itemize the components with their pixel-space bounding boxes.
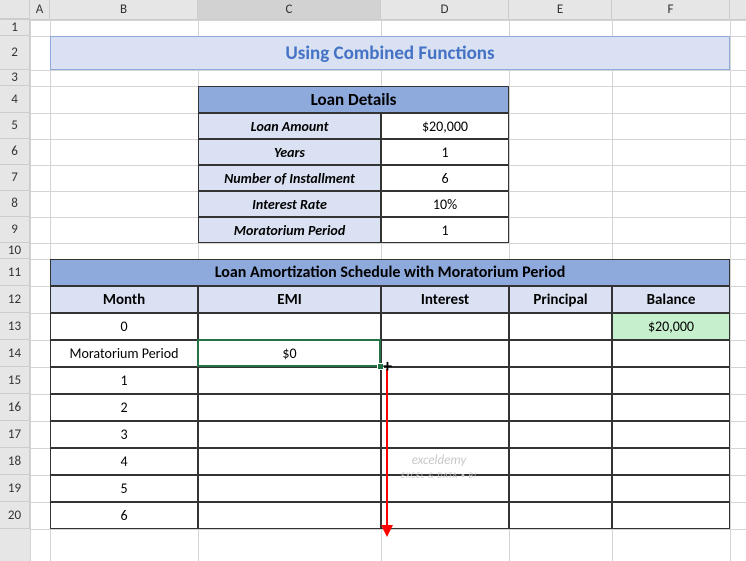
schedule-cell[interactable]: 4 — [50, 448, 198, 475]
row-header-16[interactable]: 16 — [0, 394, 30, 421]
schedule-cell[interactable] — [509, 421, 612, 448]
row-header-9[interactable]: 9 — [0, 217, 30, 243]
schedule-cell[interactable] — [612, 475, 730, 502]
schedule-cell[interactable] — [381, 448, 509, 475]
schedule-cell[interactable] — [509, 502, 612, 529]
row-headers-col: 1234567891011121314151617181920 — [0, 20, 30, 561]
loan-detail-value[interactable]: $20,000 — [381, 113, 509, 139]
row-header-14[interactable]: 14 — [0, 340, 30, 367]
row-header-15[interactable]: 15 — [0, 367, 30, 394]
row-header-12[interactable]: 12 — [0, 286, 30, 313]
loan-detail-value[interactable]: 1 — [381, 139, 509, 165]
schedule-cell[interactable]: 2 — [50, 394, 198, 421]
schedule-cell[interactable] — [381, 421, 509, 448]
row-header-5[interactable]: 5 — [0, 113, 30, 139]
schedule-cell[interactable]: Moratorium Period — [50, 340, 198, 367]
schedule-cell[interactable]: 1 — [50, 367, 198, 394]
schedule-cell[interactable] — [381, 394, 509, 421]
loan-detail-label: Interest Rate — [198, 191, 381, 217]
sheet-area[interactable]: Using Combined FunctionsLoan DetailsLoan… — [30, 20, 746, 561]
col-header-E[interactable]: E — [509, 0, 612, 19]
schedule-cell[interactable] — [198, 394, 381, 421]
schedule-cell[interactable]: $20,000 — [612, 313, 730, 340]
schedule-cell[interactable] — [381, 475, 509, 502]
col-header-B[interactable]: B — [50, 0, 198, 19]
schedule-cell[interactable]: 3 — [50, 421, 198, 448]
schedule-cell[interactable] — [509, 313, 612, 340]
schedule-cell[interactable] — [612, 421, 730, 448]
schedule-header-month: Month — [50, 286, 198, 313]
schedule-cell[interactable] — [612, 367, 730, 394]
schedule-cell[interactable] — [612, 502, 730, 529]
select-all-corner[interactable] — [0, 0, 30, 19]
schedule-cell[interactable] — [612, 448, 730, 475]
row-header-19[interactable]: 19 — [0, 475, 30, 502]
loan-detail-label: Number of Installment — [198, 165, 381, 191]
loan-detail-value[interactable]: 6 — [381, 165, 509, 191]
schedule-cell[interactable] — [198, 367, 381, 394]
loan-detail-label: Loan Amount — [198, 113, 381, 139]
schedule-header-balance: Balance — [612, 286, 730, 313]
row-header-8[interactable]: 8 — [0, 191, 30, 217]
schedule-cell[interactable] — [381, 502, 509, 529]
column-headers-row: ABCDEF — [0, 0, 746, 20]
schedule-cell[interactable]: 5 — [50, 475, 198, 502]
schedule-header-principal: Principal — [509, 286, 612, 313]
row-header-18[interactable]: 18 — [0, 448, 30, 475]
schedule-cell[interactable] — [381, 313, 509, 340]
row-header-17[interactable]: 17 — [0, 421, 30, 448]
schedule-cell[interactable] — [198, 421, 381, 448]
schedule-title: Loan Amortization Schedule with Moratori… — [50, 259, 730, 286]
schedule-header-emi: EMI — [198, 286, 381, 313]
loan-details-header: Loan Details — [198, 86, 509, 113]
schedule-cell[interactable] — [509, 448, 612, 475]
schedule-cell[interactable] — [198, 313, 381, 340]
row-header-11[interactable]: 11 — [0, 259, 30, 286]
schedule-cell[interactable]: 6 — [50, 502, 198, 529]
schedule-header-interest: Interest — [381, 286, 509, 313]
loan-detail-value[interactable]: 10% — [381, 191, 509, 217]
row-header-2[interactable]: 2 — [0, 36, 30, 70]
loan-detail-value[interactable]: 1 — [381, 217, 509, 243]
schedule-cell[interactable] — [509, 340, 612, 367]
schedule-cell[interactable] — [198, 448, 381, 475]
loan-detail-label: Years — [198, 139, 381, 165]
schedule-cell[interactable] — [612, 394, 730, 421]
col-header-C[interactable]: C — [198, 0, 381, 19]
row-header-6[interactable]: 6 — [0, 139, 30, 165]
schedule-cell[interactable] — [509, 367, 612, 394]
schedule-cell[interactable] — [381, 367, 509, 394]
page-title-banner: Using Combined Functions — [50, 36, 730, 70]
schedule-cell[interactable] — [509, 394, 612, 421]
schedule-cell[interactable]: $0 — [198, 340, 381, 367]
col-header-D[interactable]: D — [381, 0, 509, 19]
row-header-13[interactable]: 13 — [0, 313, 30, 340]
row-header-10[interactable]: 10 — [0, 243, 30, 259]
spreadsheet-grid: ABCDEF 1234567891011121314151617181920 U… — [0, 0, 746, 561]
schedule-cell[interactable] — [198, 475, 381, 502]
row-header-4[interactable]: 4 — [0, 86, 30, 113]
col-header-F[interactable]: F — [612, 0, 730, 19]
schedule-cell[interactable] — [612, 340, 730, 367]
row-header-20[interactable]: 20 — [0, 502, 30, 529]
schedule-cell[interactable] — [509, 475, 612, 502]
row-header-1[interactable]: 1 — [0, 20, 30, 36]
schedule-cell[interactable] — [381, 340, 509, 367]
row-header-3[interactable]: 3 — [0, 70, 30, 86]
fill-cursor-icon: + — [383, 357, 392, 375]
row-header-7[interactable]: 7 — [0, 165, 30, 191]
schedule-cell[interactable] — [198, 502, 381, 529]
col-header-A[interactable]: A — [30, 0, 50, 19]
schedule-cell[interactable]: 0 — [50, 313, 198, 340]
loan-detail-label: Moratorium Period — [198, 217, 381, 243]
